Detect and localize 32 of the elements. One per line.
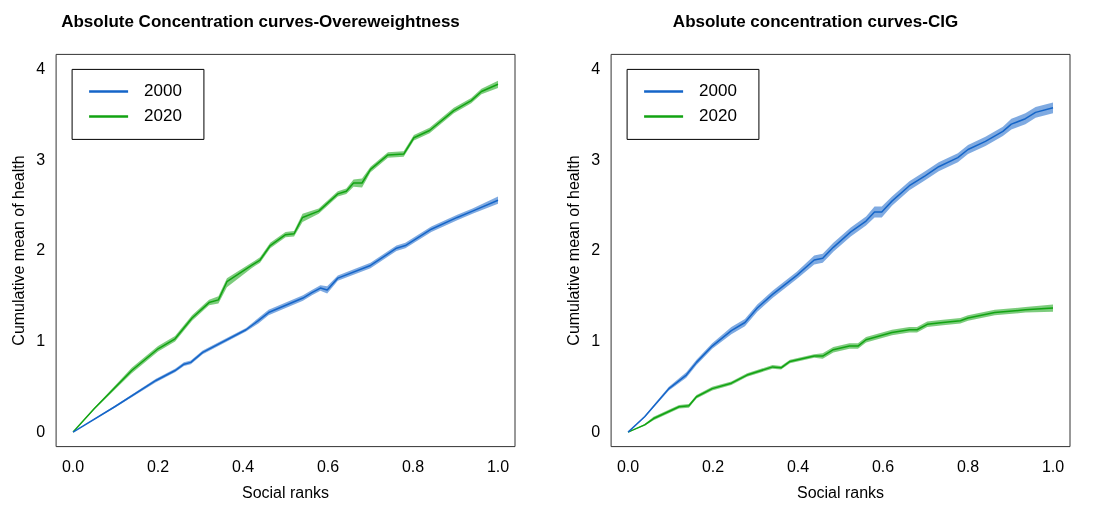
y-tick-label: 0 bbox=[36, 422, 46, 440]
y-axis-title: Cumulative mean of health bbox=[565, 155, 583, 346]
y-tick-label: 3 bbox=[591, 150, 601, 168]
legend-label: 2020 bbox=[144, 106, 182, 126]
x-tick-label: 1.0 bbox=[486, 457, 510, 475]
x-tick-label: 0.8 bbox=[401, 457, 425, 475]
y-tick-label: 2 bbox=[591, 241, 601, 259]
x-tick-label: 0.4 bbox=[786, 457, 810, 475]
y-tick-label: 2 bbox=[36, 241, 46, 259]
legend-label: 2000 bbox=[144, 81, 182, 101]
chart-title: Absolute concentration curves-CIG bbox=[672, 11, 959, 31]
x-tick-label: 0.0 bbox=[616, 457, 640, 475]
y-tick-label: 1 bbox=[591, 331, 601, 349]
x-tick-label: 0.6 bbox=[871, 457, 895, 475]
y-tick-label: 1 bbox=[36, 331, 46, 349]
x-tick-label: 0.6 bbox=[316, 457, 340, 475]
x-axis-title: Social ranks bbox=[796, 483, 885, 501]
x-tick-label: 0.8 bbox=[956, 457, 980, 475]
x-tick-label: 0.2 bbox=[146, 457, 170, 475]
x-tick-label: 1.0 bbox=[1041, 457, 1065, 475]
y-tick-label: 4 bbox=[591, 60, 601, 78]
y-axis-title: Cumulative mean of health bbox=[10, 155, 28, 346]
y-tick-label: 3 bbox=[36, 150, 46, 168]
x-tick-label: 0.4 bbox=[231, 457, 255, 475]
x-tick-label: 0.0 bbox=[61, 457, 85, 475]
x-axis-title: Social ranks bbox=[241, 483, 330, 501]
y-tick-label: 0 bbox=[591, 422, 601, 440]
legend-label: 2000 bbox=[699, 81, 737, 101]
legend-label: 2020 bbox=[699, 106, 737, 126]
y-tick-label: 4 bbox=[36, 60, 46, 78]
chart-title: Absolute Concentration curves-Overeweightness bbox=[61, 11, 460, 31]
x-tick-label: 0.2 bbox=[701, 457, 725, 475]
